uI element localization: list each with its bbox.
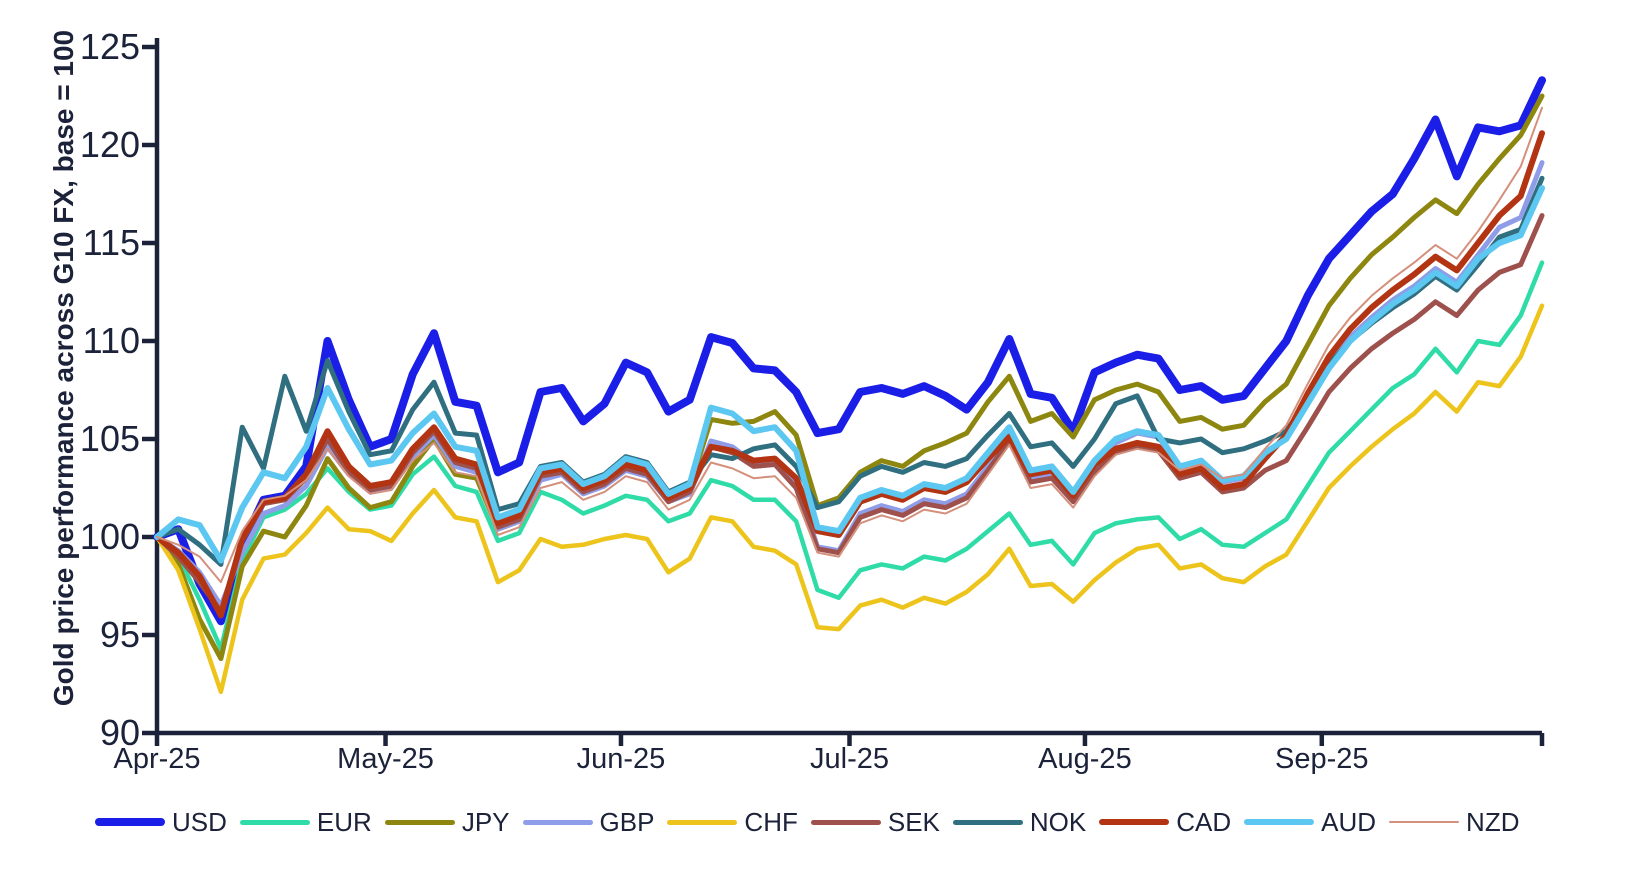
legend: USD EUR JPY GBP CHF SEK NOK CAD AUD NZD [95,800,1617,844]
legend-item-cad: CAD [1099,809,1231,835]
series-line-AUD [154,185,1545,564]
legend-label-chf: CHF [744,807,798,837]
series-line-EUR [154,260,1545,651]
y-tick-label: 115 [82,222,140,263]
legend-item-nok: NOK [952,807,1087,837]
legend-item-nzd: NZD [1389,809,1519,835]
series-line-CAD [154,130,1545,619]
legend-swatch-sek [810,819,881,825]
legend-swatch-jpy [384,819,455,825]
x-tick-label: Apr-25 [113,743,201,775]
series-line-JPY [154,93,1545,661]
series-line-SEK [154,213,1545,614]
legend-swatch-eur [239,819,310,825]
legend-swatch-nok [952,819,1023,825]
y-tick-label: 120 [79,124,140,165]
y-tick-label: 105 [79,418,140,459]
legend-swatch-usd [95,818,165,826]
legend-swatch-nzd [1389,821,1460,823]
legend-item-chf: CHF [667,807,798,837]
x-tick-label: Jun-25 [576,743,666,775]
series-line-NZD [156,106,1543,584]
legend-label-nok: NOK [1029,807,1087,837]
y-tick-label: 110 [82,320,140,361]
legend-item-gbp: GBP [522,807,655,837]
y-tick-label: 95 [99,614,140,655]
legend-label-jpy: JPY [461,807,510,837]
legend-item-usd: USD [95,809,227,835]
series-line-USD [153,76,1546,626]
legend-label-cad: CAD [1176,807,1232,837]
legend-label-nzd: NZD [1466,807,1520,837]
y-tick-label: 100 [79,516,140,557]
series-line-CHF [154,303,1545,695]
x-tick-label: Jul-25 [810,743,889,775]
legend-label-aud: AUD [1321,807,1377,837]
y-tick-label: 90 [99,712,140,753]
legend-swatch-chf [667,819,738,825]
legend-swatch-aud [1244,819,1315,825]
x-tick-label: May-25 [337,743,434,775]
legend-item-eur: EUR [239,807,372,837]
legend-label-eur: EUR [316,807,372,837]
legend-item-aud: AUD [1244,809,1376,835]
legend-label-usd: USD [172,807,227,837]
legend-item-sek: SEK [810,807,940,837]
x-tick-label: Sep-25 [1275,743,1369,775]
legend-item-jpy: JPY [384,807,510,837]
legend-swatch-gbp [522,819,593,825]
legend-label-sek: SEK [887,807,940,837]
legend-label-gbp: GBP [599,807,655,837]
x-tick-label: Aug-25 [1038,743,1132,775]
legend-swatch-cad [1099,819,1170,825]
y-tick-label: 125 [79,26,140,67]
